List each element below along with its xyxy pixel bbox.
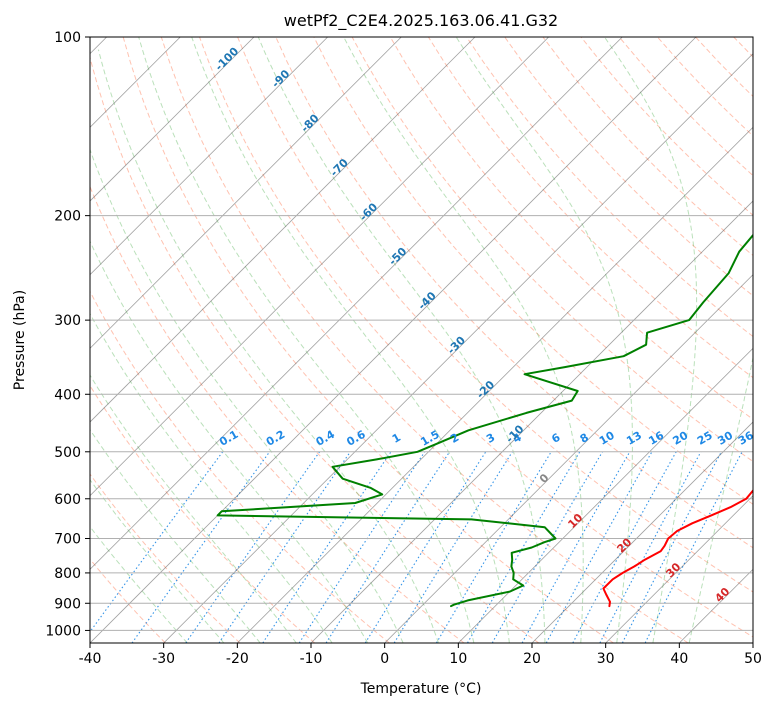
isotherm-line [90, 37, 549, 497]
moist-adiabat [97, 49, 439, 643]
x-tick-label: -40 [79, 651, 102, 667]
background-lines [90, 37, 753, 643]
dry-adiabat [90, 558, 166, 643]
mixing-ratio-line [521, 451, 631, 643]
dry-adiabat [90, 290, 390, 643]
mixing-ratio-line [185, 451, 321, 643]
isotherm-line [90, 37, 697, 643]
y-tick-label: 100 [54, 30, 81, 46]
isotherm-line [310, 200, 753, 643]
y-tick-label: 700 [54, 532, 81, 548]
moist-adiabat [90, 428, 261, 643]
x-tick-label: 50 [744, 651, 762, 667]
x-axis-label: Temperature (°C) [360, 681, 482, 697]
y-tick-label: 800 [54, 566, 81, 582]
y-axis-label: Pressure (hPa) [12, 290, 28, 390]
mixing-ratio-line [262, 451, 392, 643]
dry-adiabat [90, 185, 465, 643]
plot-frame [89, 36, 754, 644]
isotherm-line [237, 126, 753, 643]
y-tick-label: 300 [54, 313, 81, 329]
moist-adiabat [191, 37, 510, 643]
mixing-ratio-label: 36 [736, 429, 756, 448]
isotherm-line [458, 347, 753, 643]
mixing-ratio-line [364, 451, 487, 643]
moist-adiabat [138, 37, 475, 643]
chart-title: wetPf2_C2E4.2025.163.06.41.G32 [284, 11, 558, 31]
y-tick-label: 1000 [45, 623, 81, 639]
isotherm-line [605, 495, 753, 643]
series-layer [216, 233, 753, 608]
x-tick-label: 20 [523, 651, 541, 667]
y-tick-label: 900 [54, 596, 81, 612]
moist-adiabat [688, 355, 753, 643]
dry-adiabat [427, 37, 753, 379]
dry-adiabat [90, 473, 241, 643]
isotherm-line [90, 37, 255, 202]
mixing-ratio-line [131, 451, 271, 643]
x-tick-label: 0 [380, 651, 389, 667]
isotherm-line [531, 421, 753, 643]
y-tick-label: 400 [54, 387, 81, 403]
axes-layer: -40 -30 -20 -10 0 10 20 30 40 50 100 200 300 400 500 60… [45, 30, 762, 667]
moist-adiabat [90, 525, 188, 643]
mixing-ratio-line [435, 451, 552, 643]
dry-adiabat [122, 37, 614, 643]
temperature-profile-line [602, 488, 753, 608]
dry-adiabat [199, 37, 753, 638]
x-tick-label: -20 [226, 651, 249, 667]
isotherm-line [90, 37, 623, 570]
mixing-ratio-line [218, 451, 351, 643]
y-tick-label: 500 [54, 445, 81, 461]
x-tick-label: 30 [597, 651, 615, 667]
isotherm-line [90, 37, 402, 349]
mixing-ratio-line [545, 451, 653, 643]
isotherm-line [384, 274, 753, 643]
dry-adiabat [160, 37, 689, 643]
mixing-ratio-line [644, 451, 743, 643]
moist-adiabat [90, 240, 369, 643]
isotherm-line [163, 53, 753, 643]
mixing-ratio-line [572, 451, 677, 643]
isotherm-line [90, 37, 476, 423]
mixing-ratio-line [90, 451, 224, 633]
mixing-ratio-line [325, 451, 451, 643]
y-tick-label: 600 [54, 492, 81, 508]
dry-adiabat [237, 37, 753, 593]
dry-adiabat [504, 37, 753, 297]
mixing-ratio-line [599, 451, 702, 643]
y-tick-label: 200 [54, 209, 81, 225]
dry-adiabat [90, 55, 540, 643]
moist-adiabat [90, 148, 404, 643]
moist-adiabat [604, 37, 698, 643]
moist-adiabat [343, 37, 584, 643]
dry-adiabat [351, 37, 753, 463]
dry-adiabat [275, 37, 753, 549]
x-tick-label: -10 [300, 651, 323, 667]
isotherm-line [90, 37, 328, 276]
x-tick-label: -30 [152, 651, 175, 667]
x-tick-label: 40 [670, 651, 688, 667]
mixing-ratio-line [298, 451, 426, 643]
moist-adiabat [257, 37, 546, 643]
x-tick-label: 10 [449, 651, 467, 667]
dewpoint-profile-line [216, 233, 753, 608]
dry-adiabat [90, 384, 316, 643]
moist-adiabat [90, 478, 225, 643]
